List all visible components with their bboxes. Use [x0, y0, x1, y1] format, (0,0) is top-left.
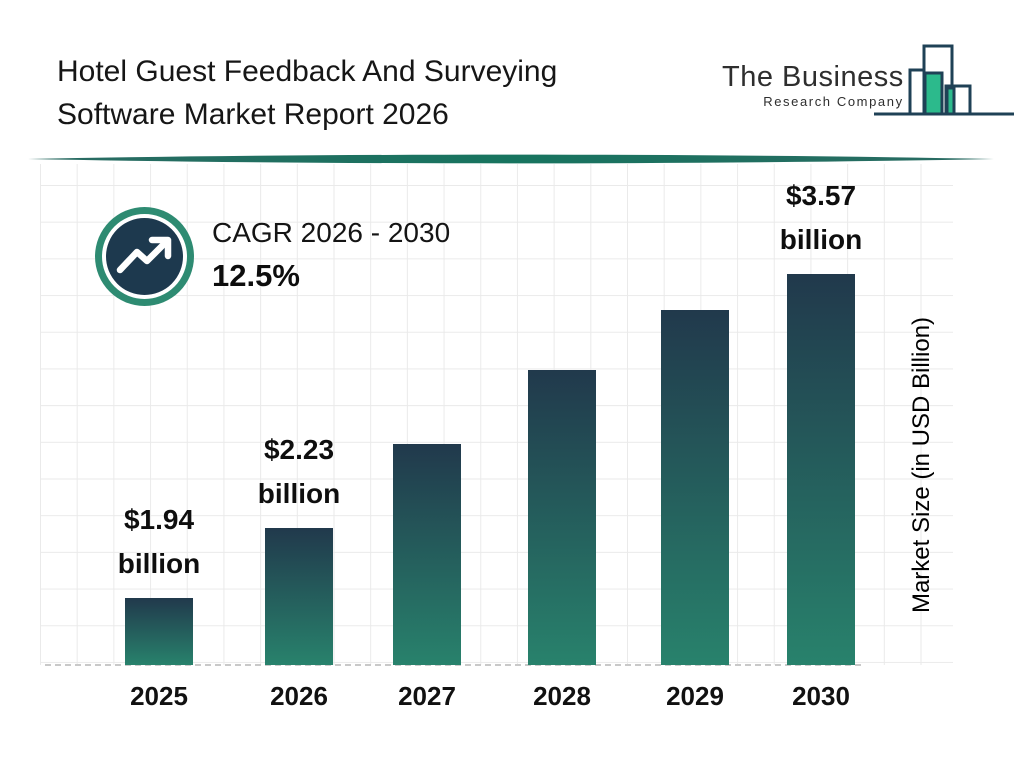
divider-lens — [28, 154, 994, 164]
x-axis-label-2029: 2029 — [666, 681, 724, 711]
logo-bars-icon — [873, 44, 1014, 116]
cagr-block: CAGR 2026 - 2030 12.5% — [212, 217, 450, 294]
cagr-badge-circle — [102, 214, 187, 299]
trending-up-icon — [116, 236, 172, 274]
x-axis-label-2030: 2030 — [792, 681, 850, 711]
company-logo-text: The Business Research Company — [722, 60, 904, 118]
company-subname: Research Company — [763, 94, 904, 109]
bar-2025 — [125, 598, 193, 665]
x-axis-label-2025: 2025 — [130, 681, 188, 711]
company-logo: The Business Research Company — [722, 40, 1014, 118]
bar-value-label-2025: $1.94 billion — [117, 504, 201, 579]
bar-value-label-2030: $3.57 billion — [779, 180, 863, 255]
x-axis-label-2027: 2027 — [398, 681, 456, 711]
bar-2028 — [528, 370, 596, 665]
page-title-line1: Hotel Guest Feedback And Surveying — [57, 55, 558, 88]
x-axis-baseline — [45, 664, 861, 666]
cagr-label: CAGR 2026 - 2030 — [212, 217, 451, 248]
bar-value-label-2026: $2.23 billion — [257, 434, 341, 509]
bar-2027 — [393, 444, 461, 665]
y-axis-label: Market Size (in USD Billion) — [908, 316, 935, 614]
bar-2030 — [787, 274, 855, 665]
x-axis-label-2028: 2028 — [533, 681, 591, 711]
bar-2026 — [265, 528, 333, 665]
cagr-value: 12.5% — [212, 258, 300, 293]
company-name: The Business — [722, 60, 904, 93]
x-axis-label-2026: 2026 — [270, 681, 328, 711]
page-title-line2: Software Market Report 2026 — [57, 98, 449, 131]
page-title: Hotel Guest Feedback And Surveying Softw… — [57, 50, 657, 136]
bar-2029 — [661, 310, 729, 665]
cagr-badge — [95, 207, 194, 306]
